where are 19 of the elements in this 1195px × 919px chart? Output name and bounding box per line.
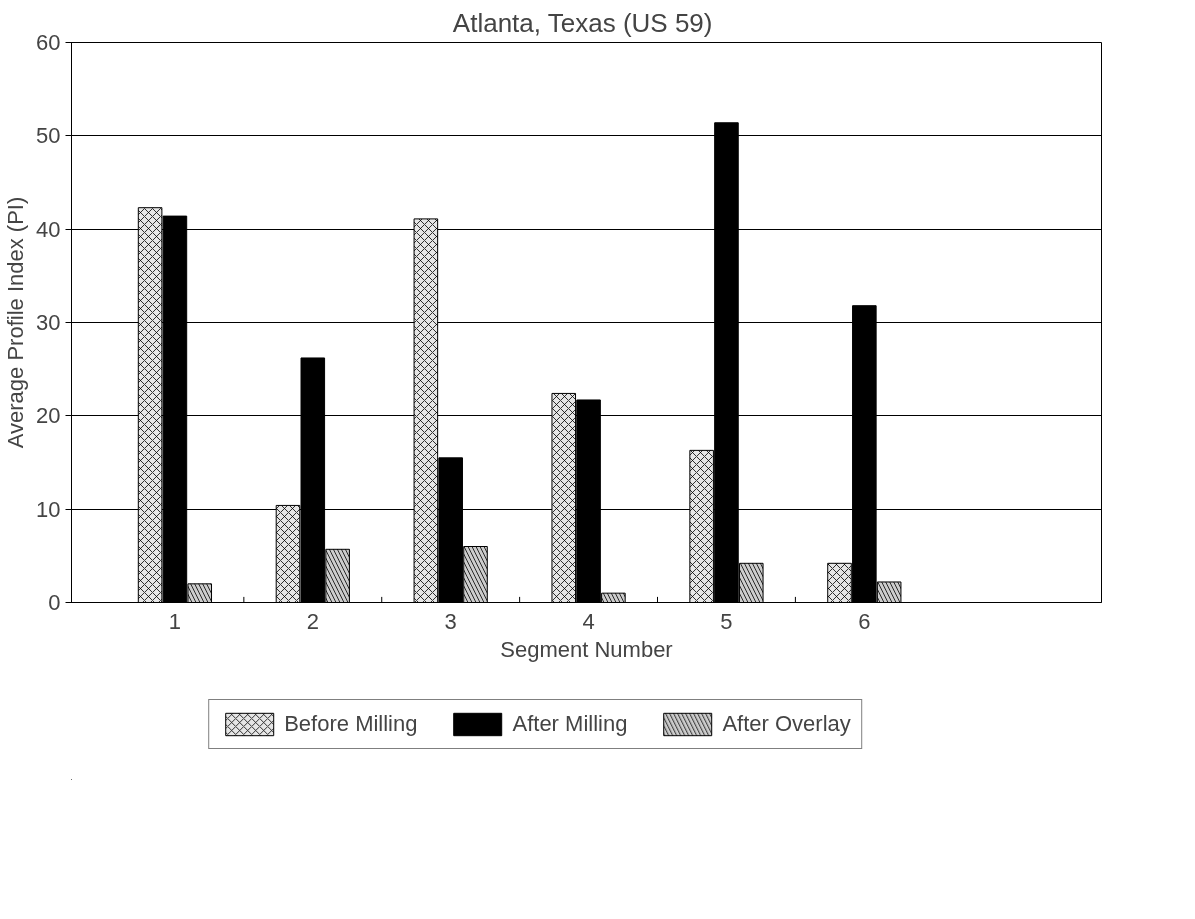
legend-label: Before Milling bbox=[284, 711, 418, 737]
legend-label: After Milling bbox=[512, 711, 628, 737]
x-tick-label: 1 bbox=[168, 608, 182, 634]
y-tick-label: 50 bbox=[36, 123, 61, 149]
y-tick-label: 30 bbox=[36, 310, 61, 335]
x-tick-label: 3 bbox=[444, 608, 457, 634]
y-tick-label: 20 bbox=[36, 403, 61, 429]
x-tick-label: 5 bbox=[720, 608, 733, 634]
legend-label: After Overlay bbox=[722, 711, 851, 737]
x-tick-label: 2 bbox=[306, 608, 319, 634]
y-tick-label: 10 bbox=[36, 496, 61, 522]
chart-title: Atlanta, Texas (US 59) bbox=[452, 7, 713, 38]
y-tick-label: 0 bbox=[48, 590, 61, 615]
y-tick-label: 40 bbox=[36, 216, 61, 242]
y-tick-label: 60 bbox=[36, 30, 61, 55]
y-axis-title: Average Profile Index (PI) bbox=[3, 196, 29, 449]
x-tick-label: 6 bbox=[858, 608, 871, 634]
x-tick-label: 4 bbox=[582, 608, 595, 634]
x-axis-title: Segment Number bbox=[500, 636, 673, 662]
